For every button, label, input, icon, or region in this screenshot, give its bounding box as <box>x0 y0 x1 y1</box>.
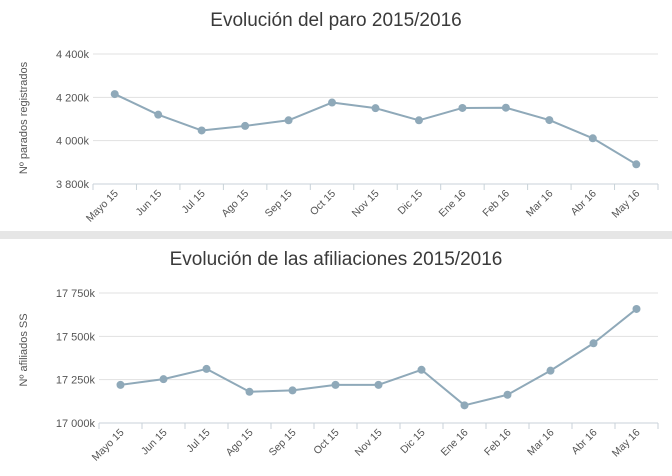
data-point[interactable] <box>632 160 641 169</box>
x-tick-label: May 16 <box>610 427 643 460</box>
x-tick-label: Jun 15 <box>139 427 170 458</box>
x-tick-label: Feb 16 <box>482 427 514 459</box>
x-tick-label: Ene 16 <box>437 188 469 220</box>
x-tick-label: Jun 15 <box>134 188 165 219</box>
data-point[interactable] <box>589 339 598 348</box>
chart-divider <box>0 231 672 239</box>
data-point[interactable] <box>331 380 340 389</box>
x-tick-label: Nov 15 <box>353 427 385 459</box>
data-point[interactable] <box>110 90 119 99</box>
y-tick-label: 4 000k <box>56 136 90 148</box>
x-tick-labels: Mayo 15 Jun 15 Jul 15 Ago 15 Sep 15 Oct 15 Nov… <box>84 188 643 225</box>
x-tick-label: Abr 16 <box>569 427 599 457</box>
x-tick-label: Nov 15 <box>350 188 382 220</box>
series-line <box>120 308 638 407</box>
y-tick-label: 3 800k <box>56 179 90 191</box>
x-tick-label: Mayo 15 <box>90 427 127 464</box>
y-axis-label: Nº afiliados SS <box>18 313 30 386</box>
chart-title: Evolución de las afiliaciones 2015/2016 <box>170 249 503 270</box>
data-point[interactable] <box>328 98 337 107</box>
x-tick-label: Oct 15 <box>311 427 341 457</box>
x-tick-label: Feb 16 <box>480 188 512 220</box>
data-point[interactable] <box>371 104 380 113</box>
data-point[interactable] <box>501 103 510 112</box>
data-point[interactable] <box>197 126 206 135</box>
data-point[interactable] <box>546 366 555 375</box>
data-point[interactable] <box>458 103 467 112</box>
x-tick-label: Ene 16 <box>439 427 471 459</box>
x-tick-label: Oct 15 <box>308 188 338 218</box>
data-points-layer <box>110 90 641 169</box>
y-tick-label: 4 200k <box>56 92 90 104</box>
x-tick-label: Mar 16 <box>525 427 557 459</box>
data-point[interactable] <box>245 387 254 396</box>
data-point[interactable] <box>503 390 512 399</box>
data-point[interactable] <box>288 386 297 395</box>
data-points-layer <box>116 304 641 410</box>
y-tick-label: 4 400k <box>56 49 90 61</box>
y-tick-label: 17 250k <box>56 375 96 387</box>
data-point[interactable] <box>545 116 554 125</box>
x-tick-label: Sep 15 <box>263 188 295 220</box>
x-tick-label: Dic 15 <box>396 188 426 218</box>
y-tick-label: 17 500k <box>56 331 96 343</box>
y-tick-label: 17 750k <box>56 288 96 300</box>
series-line-layer <box>120 308 638 407</box>
chart-paro: Evolución del paro 2015/2016 Nº parados … <box>18 10 659 225</box>
chart-afiliaciones: Evolución de las afiliaciones 2015/2016 … <box>18 249 659 464</box>
data-point[interactable] <box>414 116 423 125</box>
x-tick-label: May 16 <box>610 188 643 221</box>
data-point[interactable] <box>460 401 469 410</box>
y-tick-labels: 17 000k 17 250k 17 500k 17 750k <box>56 288 96 430</box>
data-point[interactable] <box>202 364 211 373</box>
data-point[interactable] <box>154 110 163 119</box>
x-tick-label: Mar 16 <box>524 188 556 220</box>
x-tick-label: Abr 16 <box>569 188 599 218</box>
x-tick-label: Sep 15 <box>267 427 299 459</box>
x-tick-label: Jul 15 <box>184 427 212 455</box>
x-tick-label: Ago 15 <box>219 188 251 220</box>
data-point[interactable] <box>588 134 597 143</box>
data-point[interactable] <box>116 380 125 389</box>
data-point[interactable] <box>374 380 383 389</box>
data-point[interactable] <box>159 375 168 384</box>
chart-title: Evolución del paro 2015/2016 <box>210 10 461 31</box>
gridlines <box>98 292 659 429</box>
x-tick-label: Ago 15 <box>224 427 256 459</box>
data-point[interactable] <box>417 365 426 374</box>
x-tick-label: Mayo 15 <box>84 188 121 225</box>
data-point[interactable] <box>284 116 293 125</box>
gridlines <box>92 53 659 190</box>
data-point[interactable] <box>241 121 250 130</box>
x-tick-label: Dic 15 <box>398 427 428 457</box>
y-tick-label: 17 000k <box>56 418 96 430</box>
y-tick-labels: 3 800k 4 000k 4 200k 4 400k <box>56 49 90 191</box>
x-tick-label: Jul 15 <box>179 188 207 216</box>
y-axis-label: Nº parados registrados <box>18 61 30 174</box>
x-tick-labels: Mayo 15 Jun 15 Jul 15 Ago 15 Sep 15 Oct 15 Nov… <box>90 427 643 464</box>
data-point[interactable] <box>632 304 641 313</box>
